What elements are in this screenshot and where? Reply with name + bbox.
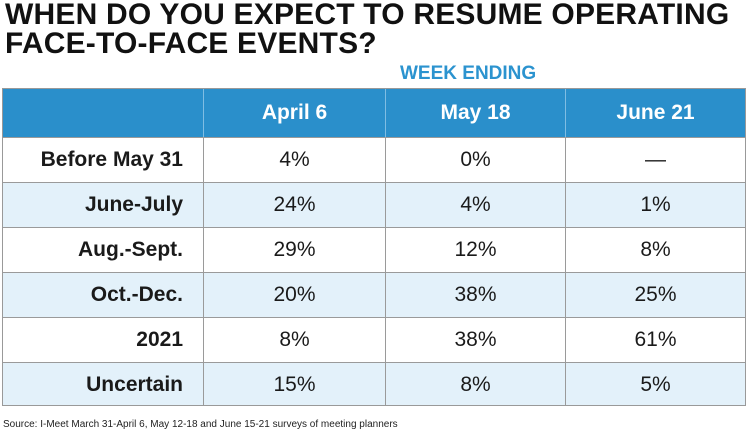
table-cell: 38% xyxy=(385,318,565,362)
table-cell: 20% xyxy=(203,273,385,317)
table-row: 2021 8% 38% 61% xyxy=(3,317,745,362)
table-cell: 12% xyxy=(385,228,565,272)
table-cell: 8% xyxy=(565,228,745,272)
table-cell: 61% xyxy=(565,318,745,362)
source-note: Source: I-Meet March 31-April 6, May 12-… xyxy=(3,419,398,430)
row-label: June-July xyxy=(84,193,183,216)
table-cell: 1% xyxy=(565,183,745,227)
table-cell: 8% xyxy=(385,363,565,405)
table-cell: — xyxy=(565,138,745,182)
table-row: Oct.-Dec. 20% 38% 25% xyxy=(3,272,745,317)
row-label: Oct.-Dec. xyxy=(90,283,183,306)
header-corner-cell xyxy=(3,89,203,137)
row-label: Before May 31 xyxy=(40,148,183,171)
table-cell: 5% xyxy=(565,363,745,405)
table-row: Uncertain 15% 8% 5% xyxy=(3,362,745,405)
column-header-may-18: May 18 xyxy=(385,89,565,137)
table-cell: 4% xyxy=(385,183,565,227)
column-header-june-21: June 21 xyxy=(565,89,745,137)
table-row: Before May 31 4% 0% — xyxy=(3,137,745,182)
table-cell: 25% xyxy=(565,273,745,317)
chart-subtitle: WEEK ENDING xyxy=(400,63,537,84)
table-cell: 24% xyxy=(203,183,385,227)
table-row: Aug.-Sept. 29% 12% 8% xyxy=(3,227,745,272)
table-header-row: April 6 May 18 June 21 xyxy=(3,89,745,137)
table-cell: 38% xyxy=(385,273,565,317)
chart-title: WHEN DO YOU EXPECT TO RESUME OPERATING F… xyxy=(5,0,730,60)
table-cell: 4% xyxy=(203,138,385,182)
table-cell: 0% xyxy=(385,138,565,182)
table-cell: 8% xyxy=(203,318,385,362)
row-label: Aug.-Sept. xyxy=(78,238,183,261)
row-label: Uncertain xyxy=(86,373,183,396)
table-row: June-July 24% 4% 1% xyxy=(3,182,745,227)
row-label: 2021 xyxy=(136,328,183,351)
table-cell: 29% xyxy=(203,228,385,272)
column-header-april-6: April 6 xyxy=(203,89,385,137)
data-table: April 6 May 18 June 21 Before May 31 4% … xyxy=(2,88,746,406)
table-cell: 15% xyxy=(203,363,385,405)
